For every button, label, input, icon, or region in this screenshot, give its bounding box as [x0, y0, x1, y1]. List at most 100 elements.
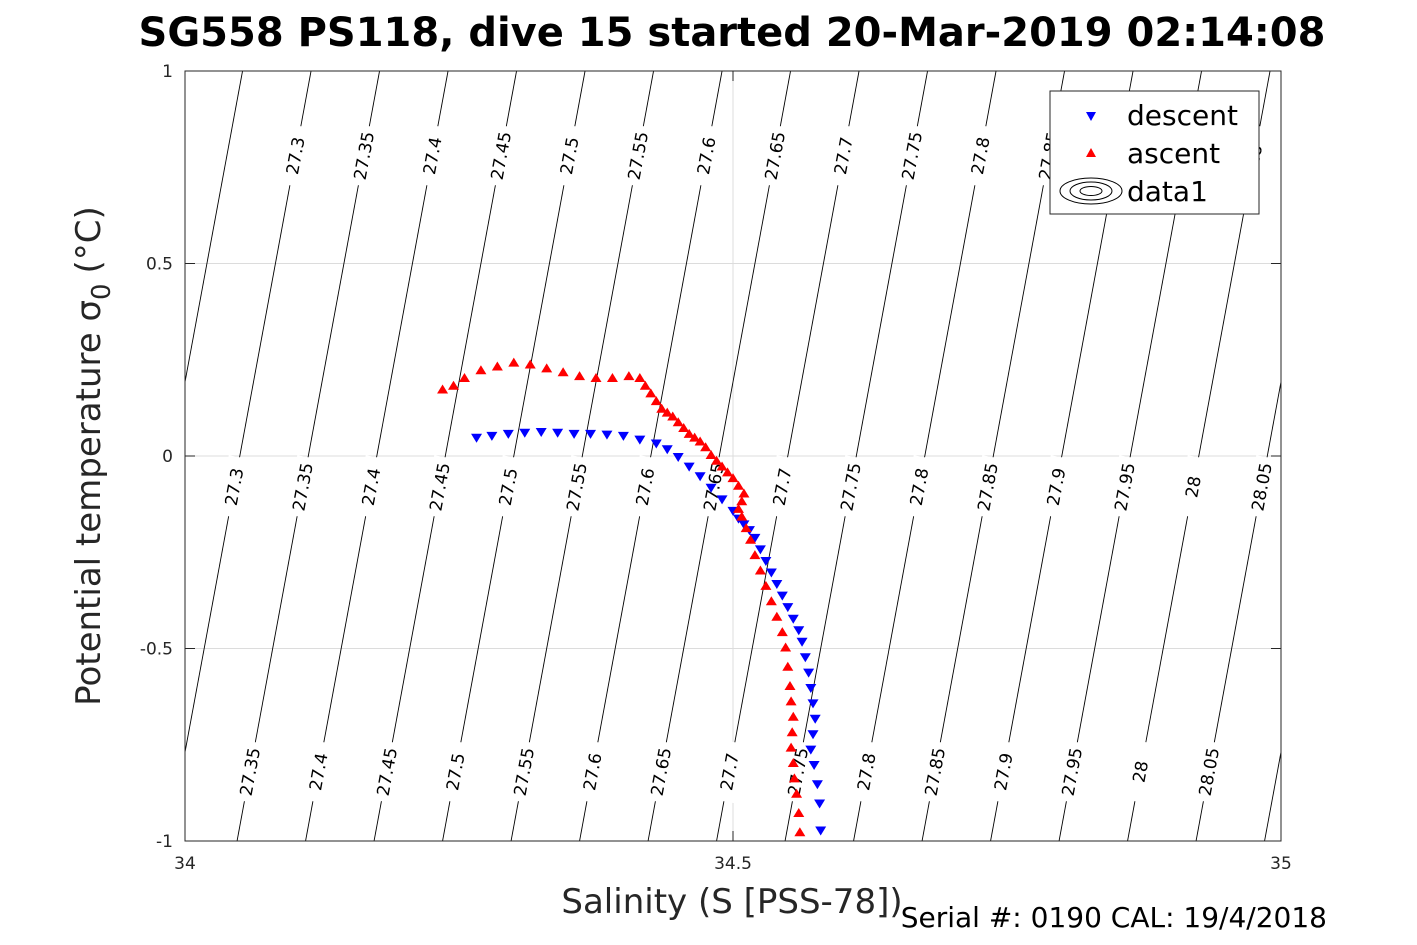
ascent-point	[736, 496, 748, 506]
isopycnal-line	[236, 71, 380, 841]
ascent-point	[785, 742, 797, 752]
isopycnal-line	[185, 71, 243, 385]
ascent-point	[672, 417, 684, 427]
x-tick-label: 34	[174, 854, 196, 874]
isopycnal-line	[185, 71, 312, 755]
y-tick-label: -0.5	[140, 640, 173, 660]
ascent-point	[784, 681, 796, 690]
x-axis-ticks: 34 34.5 35	[174, 71, 1292, 874]
isopycnal-label-bg	[286, 455, 319, 519]
ascent-point	[700, 442, 712, 452]
descent-point	[754, 545, 766, 555]
ascent-point	[732, 480, 744, 490]
descent-point	[760, 556, 772, 566]
isopycnal-label-bg	[370, 740, 404, 804]
ascent-point	[732, 503, 744, 513]
ascent-point	[754, 565, 766, 575]
ascent-point	[458, 373, 470, 382]
isopycnal-label-bg	[507, 740, 541, 804]
isopycnal-line	[1195, 379, 1281, 841]
descent-point	[650, 439, 662, 449]
ascent-point	[557, 367, 569, 377]
isopycnal-label-bg	[902, 455, 936, 519]
isopycnal-line	[1264, 749, 1281, 841]
y-axis-label-subscript: 0	[87, 283, 117, 300]
isopycnal-label: 28	[1182, 475, 1206, 500]
isopycnal-line	[510, 71, 654, 841]
isopycnal-label-bg	[644, 740, 678, 804]
descent-point	[634, 435, 646, 445]
isopycnal-label-bg	[621, 124, 655, 188]
y-tick-label: 1	[162, 62, 173, 82]
ascent-point	[780, 642, 792, 652]
descent-point	[799, 653, 811, 663]
ascent-point	[787, 711, 799, 721]
descent-point	[805, 745, 817, 755]
isopycnal-label-bg	[347, 124, 381, 188]
descent-point	[787, 614, 799, 624]
ascent-point	[590, 373, 602, 382]
ascent-point	[437, 384, 449, 394]
descent-point	[585, 429, 597, 439]
ascent-point	[475, 365, 487, 375]
descent-point	[805, 684, 817, 693]
isopycnal-label-bg	[690, 124, 723, 188]
descent-point	[809, 714, 821, 724]
isopycnal-label-bg	[827, 124, 860, 188]
ascent-point	[448, 380, 460, 390]
legend-ascent-label: ascent	[1127, 137, 1220, 170]
descent-point	[519, 428, 531, 438]
isopycnal-label-bg	[484, 124, 518, 188]
isopycnal-line	[579, 71, 723, 841]
isopycnal-label-bg	[416, 124, 449, 188]
isopycnal-label-bg	[217, 455, 251, 519]
descent-point	[568, 429, 580, 439]
ascent-point	[689, 432, 701, 442]
ascent-point	[508, 357, 520, 367]
isopycnal-label-bg	[553, 124, 586, 188]
isopycnal-label-bg	[1176, 455, 1210, 519]
isopycnal-label-bg	[279, 124, 312, 188]
ascent-point	[776, 627, 788, 637]
isopycnal-label-bg	[850, 740, 883, 804]
ascent-point	[667, 411, 679, 421]
descent-point	[814, 799, 826, 809]
ascent-point	[639, 380, 651, 390]
ascent-point	[760, 580, 772, 590]
legend-ascent-marker	[1086, 148, 1096, 157]
descent-point	[782, 603, 794, 613]
descent-point	[749, 533, 761, 543]
descent-point	[815, 826, 827, 836]
ascent-point	[771, 611, 783, 621]
descent-point	[765, 568, 777, 578]
isopycnal-line	[442, 71, 586, 841]
y-tick-label: 0.5	[146, 255, 173, 275]
ascent-point	[782, 661, 794, 671]
ascent-point	[491, 361, 503, 371]
x-tick-label: 34.5	[714, 854, 752, 874]
y-axis-label: Potential temperature σ0 (°C)	[69, 206, 117, 706]
ascent-point	[574, 371, 586, 381]
isopycnal-label-bg	[895, 124, 929, 188]
ascent-point	[765, 596, 777, 606]
descent-point	[617, 431, 629, 441]
ascent-point	[787, 758, 799, 767]
ascent-point	[749, 550, 761, 560]
isopycnal-label-bg	[302, 740, 335, 804]
descent-point	[502, 429, 514, 439]
isopycnal-label-bg	[354, 455, 388, 519]
descent-point	[811, 780, 823, 790]
descent-point	[683, 462, 695, 472]
ascent-point	[785, 696, 797, 706]
series-ascent	[437, 357, 806, 837]
descent-point	[672, 453, 684, 462]
isopycnal-label-bg	[713, 740, 746, 804]
isopycnal-label-bg	[1245, 455, 1278, 519]
isopycnal-label-bg	[781, 740, 815, 804]
y-axis-label-unit: (°C)	[69, 206, 109, 273]
descent-point	[535, 427, 547, 437]
ascent-point	[793, 808, 805, 818]
isopycnal-line	[784, 71, 928, 841]
chart-title: SG558 PS118, dive 15 started 20-Mar-2019…	[139, 10, 1326, 56]
ascent-point	[791, 788, 803, 798]
